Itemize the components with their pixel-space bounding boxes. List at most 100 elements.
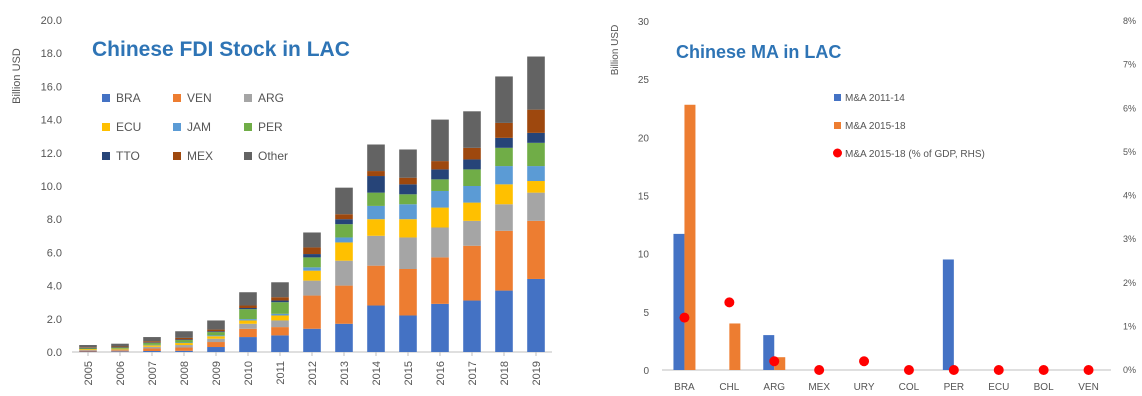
bar-segment-tto-2005	[79, 347, 97, 349]
legend-swatch-arg	[244, 94, 252, 102]
bar-segment-ven-2008	[175, 347, 193, 351]
x-tick-label: MEX	[808, 382, 830, 393]
legend-swatch-bra	[102, 94, 110, 102]
x-tick-label: 2016	[435, 361, 447, 385]
bar-ma-2015-18-BRA	[684, 104, 696, 370]
x-tick-label: CHL	[719, 382, 739, 393]
bar-segment-ecu-2010	[239, 320, 257, 324]
x-tick-label: 2013	[339, 361, 351, 385]
bar-segment-mex-2005	[79, 347, 97, 348]
bar-segment-jam-2014	[367, 205, 385, 220]
bar-segment-ecu-2007	[143, 345, 161, 347]
y-tick-label: 0.0	[47, 347, 62, 359]
bar-segment-per-2017	[463, 169, 481, 186]
bar-segment-bra-2011	[271, 335, 289, 352]
bar-segment-ven-2015	[399, 269, 417, 316]
point-ma-gdp-URY	[859, 356, 870, 367]
bar-segment-ven-2014	[367, 265, 385, 306]
y-tick-label: 12.0	[41, 148, 62, 160]
bar-segment-jam-2007	[143, 344, 161, 346]
y2-tick-label: 1%	[1123, 321, 1136, 331]
bar-segment-ven-2017	[463, 245, 481, 301]
y2-tick-label: 7%	[1123, 60, 1136, 70]
bar-segment-arg-2017	[463, 220, 481, 246]
y-tick-label: 20	[638, 133, 650, 144]
bar-segment-ecu-2012	[303, 270, 321, 281]
bar-segment-arg-2009	[207, 338, 225, 343]
bar-segment-arg-2015	[399, 237, 417, 269]
bar-segment-arg-2011	[271, 320, 289, 328]
bar-segment-ven-2016	[431, 257, 449, 304]
bar-segment-arg-2010	[239, 323, 257, 329]
bar-segment-tto-2009	[207, 331, 225, 333]
bar-segment-jam-2019	[527, 166, 545, 182]
bar-segment-per-2007	[143, 342, 161, 345]
bar-segment-ven-2011	[271, 327, 289, 336]
bar-segment-other-2016	[431, 119, 449, 162]
bar-segment-ecu-2019	[527, 181, 545, 193]
x-tick-label: 2010	[243, 361, 255, 385]
bar-segment-ven-2009	[207, 342, 225, 348]
bar-segment-other-2005	[79, 345, 97, 348]
bar-segment-jam-2011	[271, 313, 289, 316]
ma-chart: 0 5 10 15 20 25 30 0% 1% 2% 3% 4% 5% 6% 7% 8% Billion US…	[610, 16, 1136, 393]
bar-segment-tto-2019	[527, 132, 545, 143]
bar-segment-tto-2013	[335, 219, 353, 225]
bar-segment-ecu-2018	[495, 184, 513, 205]
bar-segment-per-2014	[367, 192, 385, 206]
bar-segment-mex-2018	[495, 122, 513, 138]
bar-segment-other-2018	[495, 76, 513, 123]
legend-label-arg: ARG	[258, 91, 284, 105]
bar-ma-2015-18-CHL	[729, 323, 741, 370]
bar-segment-per-2012	[303, 257, 321, 268]
legend-swatch-ven	[173, 94, 181, 102]
legend-label-ma-gdp: M&A 2015-18 (% of GDP, RHS)	[845, 149, 985, 160]
y-tick-label: 16.0	[41, 81, 62, 93]
bar-segment-jam-2015	[399, 204, 417, 220]
bar-segment-ven-2005	[79, 350, 97, 352]
bar-segment-jam-2010	[239, 319, 257, 321]
bar-segment-jam-2008	[175, 342, 193, 344]
bar-ma-2011-14-ARG	[763, 335, 775, 370]
point-ma-gdp-VEN	[1083, 365, 1094, 375]
legend-label-other: Other	[258, 149, 288, 163]
legend-label-tto: TTO	[116, 149, 140, 163]
bar-segment-ecu-2006	[111, 348, 129, 350]
bar-segment-bra-2013	[335, 323, 353, 352]
x-tick-label: BRA	[674, 382, 695, 393]
legend-label-jam: JAM	[187, 120, 211, 134]
x-tick-label: 2005	[83, 361, 95, 385]
point-ma-gdp-BOL	[1038, 365, 1049, 375]
legend-swatch-ma_2011_14	[834, 94, 841, 101]
point-ma-gdp-PER	[948, 365, 959, 375]
bar-segment-other-2009	[207, 320, 225, 330]
bar-segment-tto-2015	[399, 184, 417, 195]
bar-segment-ven-2013	[335, 285, 353, 324]
bar-segment-mex-2012	[303, 247, 321, 255]
bar-segment-bra-2008	[175, 350, 193, 352]
legend-label-mex: MEX	[187, 149, 213, 163]
bar-segment-jam-2018	[495, 166, 513, 185]
bar-segment-other-2007	[143, 337, 161, 342]
bar-segment-bra-2017	[463, 300, 481, 352]
legend-swatch-ecu	[102, 123, 110, 131]
bar-segment-jam-2013	[335, 237, 353, 243]
x-tick-label: ECU	[988, 382, 1009, 393]
bar-segment-mex-2014	[367, 171, 385, 177]
bar-segment-ven-2007	[143, 348, 161, 352]
bar-segment-ecu-2011	[271, 315, 289, 321]
bar-segment-bra-2014	[367, 305, 385, 352]
y2-tick-label: 0%	[1123, 365, 1136, 375]
bar-segment-mex-2019	[527, 109, 545, 133]
bar-segment-other-2010	[239, 292, 257, 306]
bar-segment-mex-2013	[335, 214, 353, 220]
bar-segment-other-2019	[527, 56, 545, 110]
legend-swatch-tto	[102, 152, 110, 160]
bar-segment-tto-2010	[239, 308, 257, 310]
y-tick-label: 18.0	[41, 48, 62, 60]
bar-segment-ecu-2009	[207, 336, 225, 339]
bar-segment-per-2016	[431, 179, 449, 191]
bar-ma-2011-14-PER	[942, 259, 954, 370]
bar-segment-mex-2016	[431, 161, 449, 170]
